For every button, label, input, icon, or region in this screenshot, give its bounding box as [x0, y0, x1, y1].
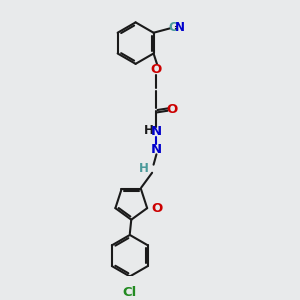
Text: N: N [151, 142, 162, 156]
Text: O: O [151, 202, 162, 214]
Text: C: C [168, 21, 177, 34]
Text: Cl: Cl [123, 286, 137, 299]
Text: N: N [175, 21, 185, 34]
Text: N: N [151, 125, 162, 138]
Text: H: H [139, 162, 149, 175]
Text: H: H [143, 124, 153, 136]
Text: O: O [151, 63, 162, 76]
Text: O: O [167, 103, 178, 116]
